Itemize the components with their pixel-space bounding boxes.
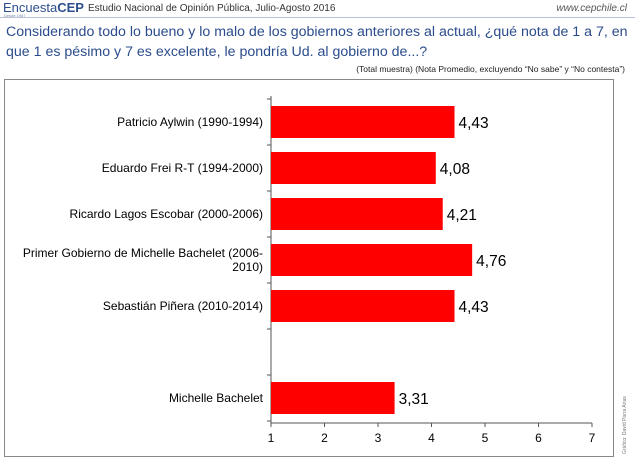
x-tick-label: 2 — [321, 431, 328, 445]
x-tick-label: 5 — [482, 431, 489, 445]
value-label: 3,31 — [399, 391, 429, 408]
value-label: 4,76 — [476, 253, 506, 270]
value-label: 4,43 — [459, 115, 489, 132]
category-label: Ricardo Lagos Escobar (2000-2006) — [70, 207, 263, 221]
value-label: 4,21 — [447, 207, 477, 224]
brand-name-light: Encuesta — [3, 0, 58, 15]
study-title: Estudio Nacional de Opinión Pública, Jul… — [88, 3, 336, 14]
bar — [271, 152, 436, 184]
category-label: Patricio Aylwin (1990-1994) — [117, 115, 263, 129]
brand-name-bold: CEP — [57, 0, 84, 15]
site-url: www.cepchile.cl — [556, 3, 627, 14]
category-label: Sebastián Piñera (2010-2014) — [103, 299, 263, 313]
x-tick-label: 4 — [428, 431, 435, 445]
brand-logo: EncuestaCEP — [3, 0, 84, 15]
x-tick-label: 3 — [375, 431, 382, 445]
question-text: Considerando todo lo bueno y lo malo de … — [6, 24, 628, 60]
x-tick-label: 7 — [589, 431, 596, 445]
bar — [271, 106, 455, 138]
x-tick-label: 1 — [268, 431, 275, 445]
bar — [271, 382, 395, 414]
chart-frame — [4, 79, 614, 457]
sample-note: (Total muestra) (Nota Promedio, excluyen… — [356, 64, 625, 74]
bar — [271, 198, 443, 230]
category-label: Michelle Bachelet — [169, 391, 264, 405]
value-label: 4,08 — [440, 161, 470, 178]
bar — [271, 244, 473, 276]
category-label: 2010) — [232, 260, 263, 274]
brand-tagline: Desde 1987 — [4, 13, 26, 18]
header-bar: EncuestaCEP Desde 1987 Estudio Nacional … — [0, 0, 635, 18]
category-label: Primer Gobierno de Michelle Bachelet (20… — [23, 246, 263, 260]
bar — [271, 290, 455, 322]
value-label: 4,43 — [459, 299, 489, 316]
chart-credit: Gráfico: David Parra Arias — [622, 396, 628, 454]
x-tick-label: 6 — [535, 431, 542, 445]
category-label: Eduardo Frei R-T (1994-2000) — [102, 161, 263, 175]
